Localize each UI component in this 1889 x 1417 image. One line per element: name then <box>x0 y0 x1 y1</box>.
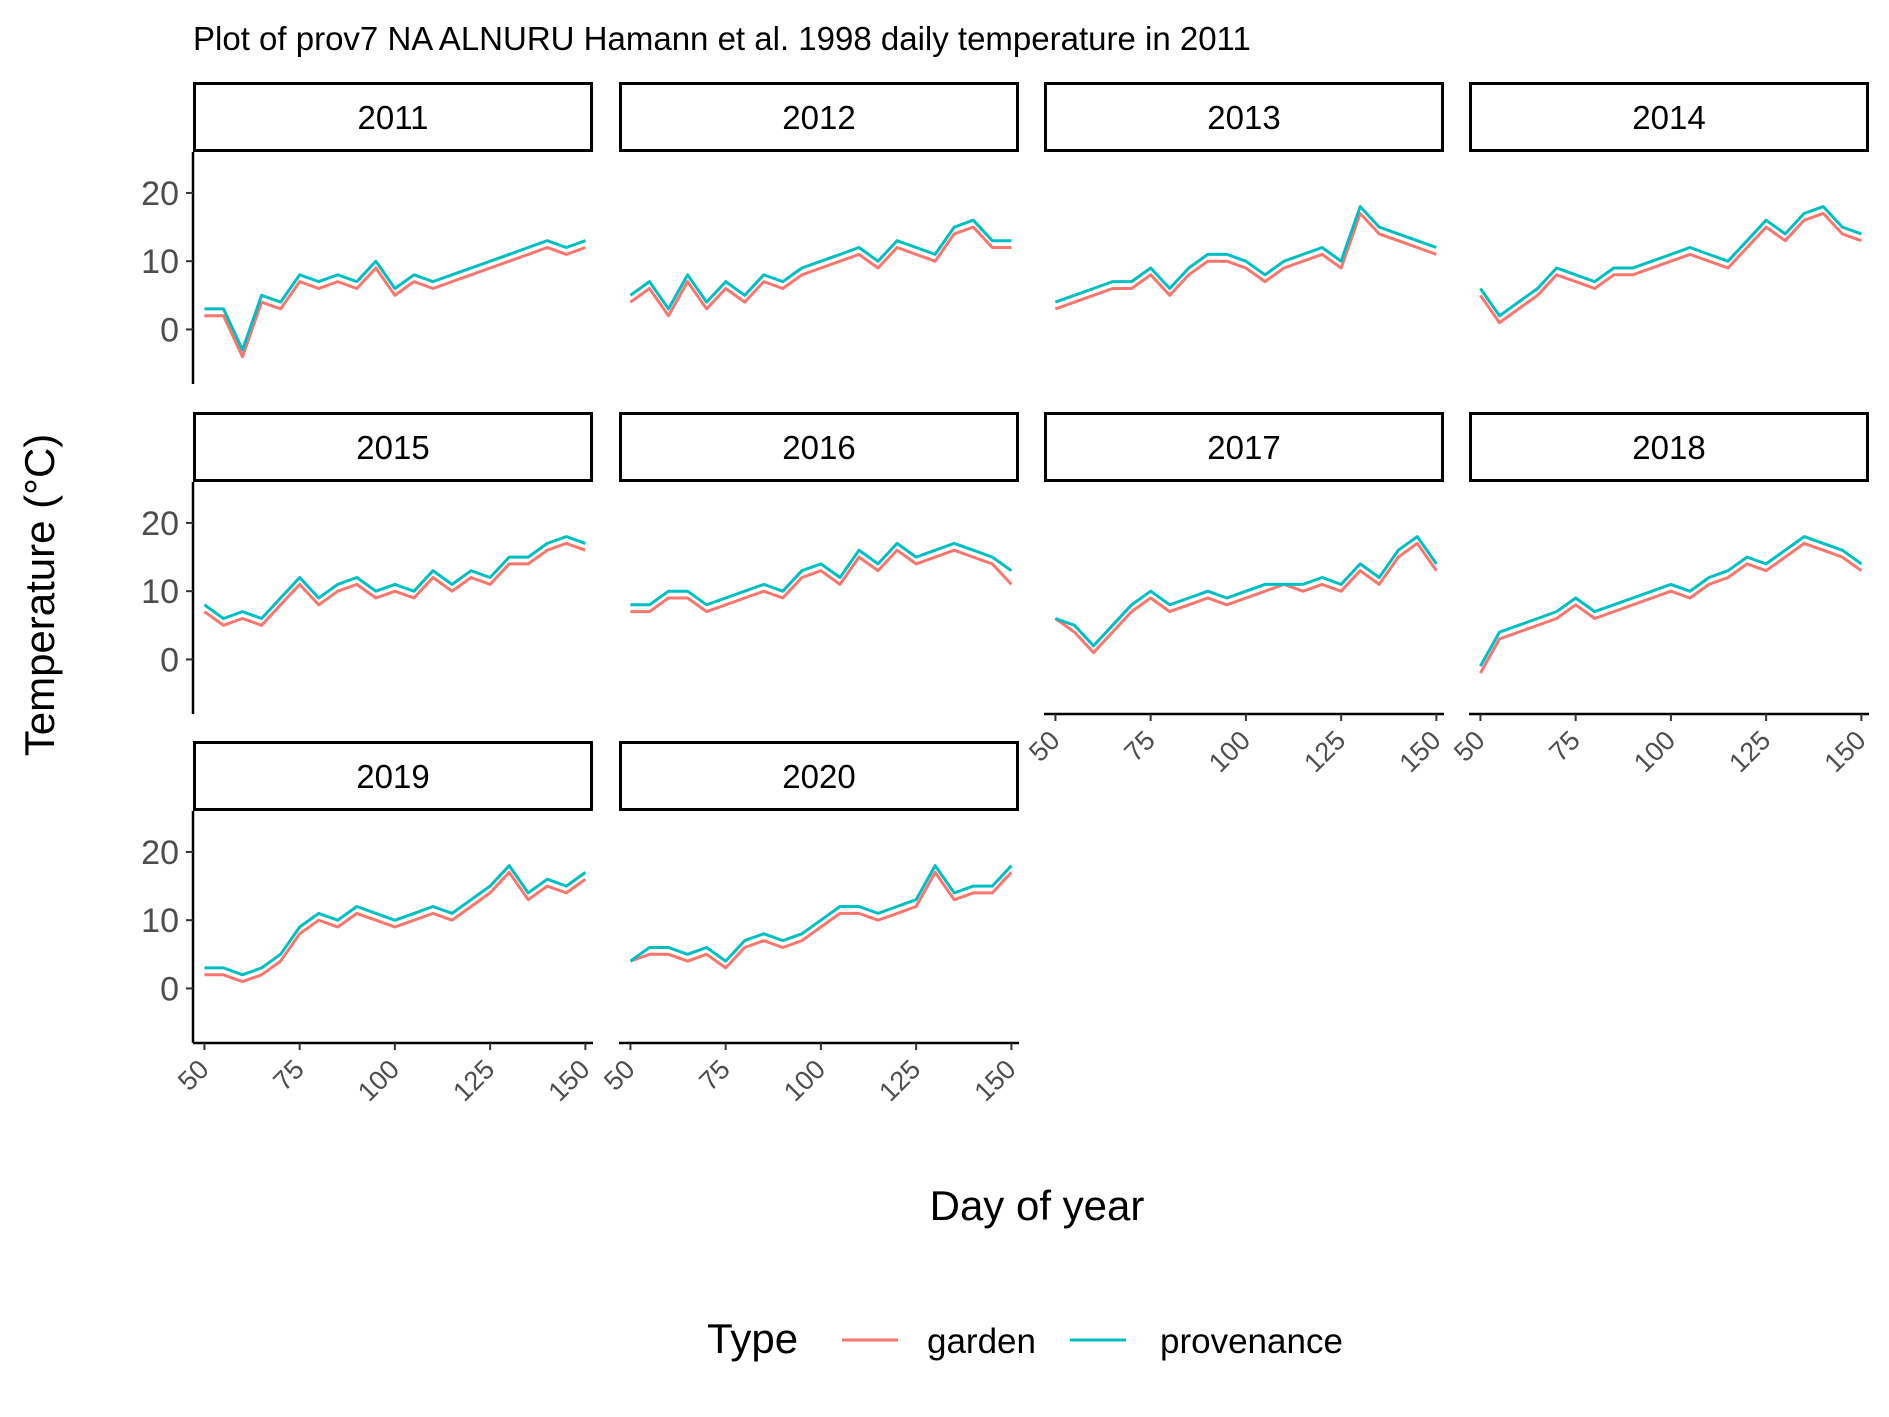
facet-strip <box>1044 412 1444 482</box>
x-tick-label: 75 <box>1543 725 1585 767</box>
facet-panel-2011: 2011 0 10 20 <box>141 82 593 384</box>
facet-strip-label: 2017 <box>1207 429 1280 466</box>
x-tick-label: 75 <box>267 1054 309 1096</box>
facet-panel-2016: 2016 <box>619 412 1019 614</box>
facet-panel-2014: 2014 <box>1469 82 1869 325</box>
x-tick-label: 100 <box>1628 725 1681 778</box>
y-tick-label: 10 <box>141 243 179 281</box>
x-axis-label: Day of year <box>930 1182 1145 1229</box>
series-line-provenance <box>203 535 586 620</box>
facet-panel-2012: 2012 <box>619 82 1019 318</box>
series-line-garden <box>629 225 1012 318</box>
facet-strip-label: 2014 <box>1632 99 1705 136</box>
x-tick-label: 150 <box>969 1054 1022 1107</box>
x-tick-label: 50 <box>598 1054 640 1096</box>
facet-strip-label: 2018 <box>1632 429 1705 466</box>
x-tick-label: 125 <box>1723 725 1776 778</box>
facet-strip-label: 2016 <box>782 429 855 466</box>
facet-strip <box>619 741 1019 811</box>
series-line-garden <box>1054 211 1437 311</box>
y-tick-label: 20 <box>141 834 179 872</box>
x-tick-label: 150 <box>1819 725 1872 778</box>
facet-strip-label: 2011 <box>358 99 429 136</box>
legend-label-garden: garden <box>927 1322 1036 1361</box>
x-tick-label: 75 <box>693 1054 735 1096</box>
facet-panel-2018: 2018 50 75 100 125 150 <box>1448 412 1872 778</box>
x-tick-label: 125 <box>1298 725 1351 778</box>
facet-strip <box>619 412 1019 482</box>
series-line-garden <box>204 870 587 984</box>
x-tick-label: 100 <box>778 1054 831 1107</box>
facet-strip-label: 2020 <box>782 758 855 795</box>
facet-panel-2019: 2019 0 10 20 50 75 100 125 150 <box>141 741 596 1107</box>
series-line-garden <box>203 541 586 627</box>
series-line-provenance <box>204 239 586 352</box>
x-tick-label: 100 <box>352 1054 405 1107</box>
series-line-provenance <box>1479 535 1863 667</box>
y-axis-label: Temperature (°C) <box>16 434 63 757</box>
series-line-garden <box>1054 541 1438 655</box>
y-tick-label: 0 <box>160 970 179 1008</box>
facet-strip <box>1469 412 1869 482</box>
series-line-provenance <box>629 218 1012 311</box>
y-tick-label: 0 <box>160 641 179 679</box>
facet-strip-label: 2012 <box>782 99 855 136</box>
series-line-garden <box>1479 541 1863 674</box>
series-line-garden <box>629 870 1013 970</box>
x-tick-label: 50 <box>1448 725 1490 767</box>
facet-strip <box>1469 82 1869 152</box>
series-line-garden <box>630 548 1013 614</box>
facet-strip <box>193 412 593 482</box>
x-tick-label: 125 <box>447 1054 500 1107</box>
facet-strip <box>193 741 593 811</box>
facet-strip <box>193 82 593 152</box>
series-line-provenance <box>204 864 587 977</box>
y-tick-label: 20 <box>141 505 179 543</box>
facet-strip-label: 2019 <box>356 758 429 795</box>
series-line-provenance <box>1054 205 1437 304</box>
legend-title: Type <box>707 1315 798 1362</box>
series-line-garden <box>1479 211 1862 325</box>
x-tick-label: 150 <box>543 1054 596 1107</box>
legend: Type garden provenance <box>707 1315 1343 1362</box>
y-tick-label: 10 <box>141 573 179 611</box>
x-tick-label: 100 <box>1203 725 1256 778</box>
facet-panel-2017: 2017 50 75 100 125 150 <box>1023 412 1447 778</box>
x-tick-label: 150 <box>1394 725 1447 778</box>
y-tick-label: 20 <box>141 175 179 213</box>
chart-title: Plot of prov7 NA ALNURU Hamann et al. 19… <box>193 20 1251 57</box>
facet-strip <box>619 82 1019 152</box>
facet-panel-2015: 2015 0 10 20 <box>141 412 593 714</box>
series-line-provenance <box>630 541 1013 607</box>
y-tick-label: 0 <box>160 311 179 349</box>
facet-strip-label: 2013 <box>1207 99 1280 136</box>
y-tick-label: 10 <box>141 902 179 940</box>
series-line-provenance <box>1479 205 1862 318</box>
series-line-provenance <box>1054 535 1438 648</box>
facet-strip-label: 2015 <box>356 429 429 466</box>
x-tick-label: 50 <box>1023 725 1065 767</box>
x-tick-label: 75 <box>1118 725 1160 767</box>
legend-label-provenance: provenance <box>1160 1322 1343 1361</box>
series-line-provenance <box>629 864 1013 963</box>
facet-strip <box>1044 82 1444 152</box>
x-tick-label: 125 <box>873 1054 926 1107</box>
series-line-garden <box>204 246 586 359</box>
facet-panel-2020: 2020 50 75 100 125 150 <box>598 741 1022 1107</box>
facet-panel-2013: 2013 <box>1044 82 1444 311</box>
x-tick-label: 50 <box>172 1054 214 1096</box>
